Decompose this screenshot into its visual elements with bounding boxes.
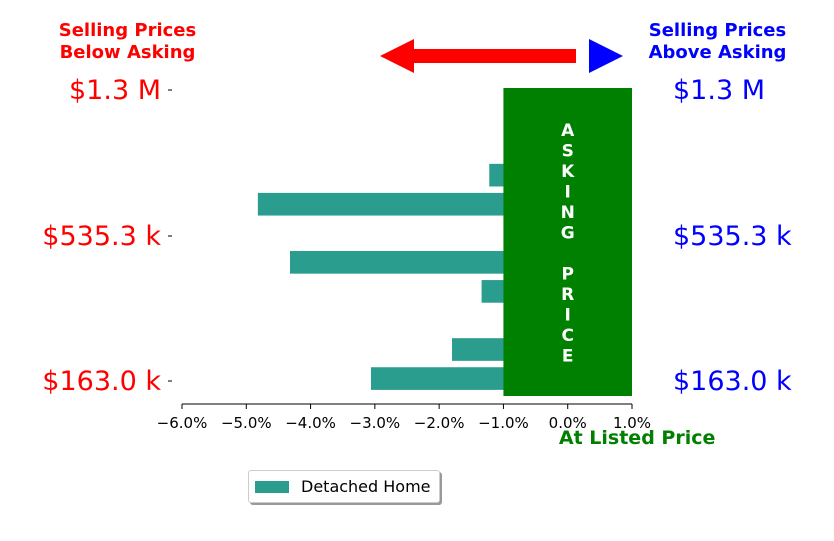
band-letter: G	[561, 224, 575, 244]
asking-price-band	[503, 88, 632, 396]
right-arrow-icon	[589, 39, 623, 73]
band-letter: P	[561, 265, 573, 285]
above-asking-header-line2: Above Asking	[648, 42, 787, 63]
legend-swatch	[255, 480, 289, 493]
above-asking-header-line1: Selling Prices	[648, 20, 787, 41]
band-letter: K	[561, 162, 575, 182]
band-letter: E	[562, 347, 574, 367]
band-letter: N	[561, 203, 575, 223]
y-tick-label-left: $535.3 k	[42, 221, 161, 252]
x-tick-label: 0.0%	[549, 414, 587, 432]
band-letter: I	[565, 306, 571, 326]
bar	[290, 251, 568, 274]
legend: Detached Home	[248, 470, 440, 503]
x-axis-label: At Listed Price	[559, 427, 715, 449]
band-letter: S	[562, 142, 574, 162]
band-letter: A	[561, 121, 575, 141]
x-tick-label: −1.0%	[478, 414, 529, 432]
x-tick-label: −3.0%	[350, 414, 401, 432]
y-tick-label-right: $535.3 k	[673, 221, 792, 252]
band-letter: R	[561, 285, 574, 305]
y-tick-label-left: $1.3 M	[69, 75, 161, 106]
below-asking-header: Selling Prices Below Asking	[40, 20, 215, 64]
legend-label: Detached Home	[301, 477, 431, 496]
left-arrow-icon	[380, 39, 576, 73]
y-tick-label-left: $163.0 k	[42, 366, 161, 397]
x-tick-label: −6.0%	[157, 414, 208, 432]
band-letter: I	[565, 183, 571, 203]
x-tick-label: −5.0%	[221, 414, 272, 432]
bar	[257, 192, 568, 216]
below-asking-header-line1: Selling Prices	[58, 20, 197, 41]
y-tick-label-right: $163.0 k	[673, 366, 792, 397]
below-asking-header-line2: Below Asking	[59, 42, 196, 63]
above-asking-header: Selling Prices Above Asking	[630, 20, 805, 64]
x-tick-label: −2.0%	[414, 414, 465, 432]
y-tick-label-right: $1.3 M	[673, 75, 765, 106]
band-letter: C	[561, 326, 573, 346]
x-tick-label: 1.0%	[613, 414, 651, 432]
x-tick-label: −4.0%	[285, 414, 336, 432]
